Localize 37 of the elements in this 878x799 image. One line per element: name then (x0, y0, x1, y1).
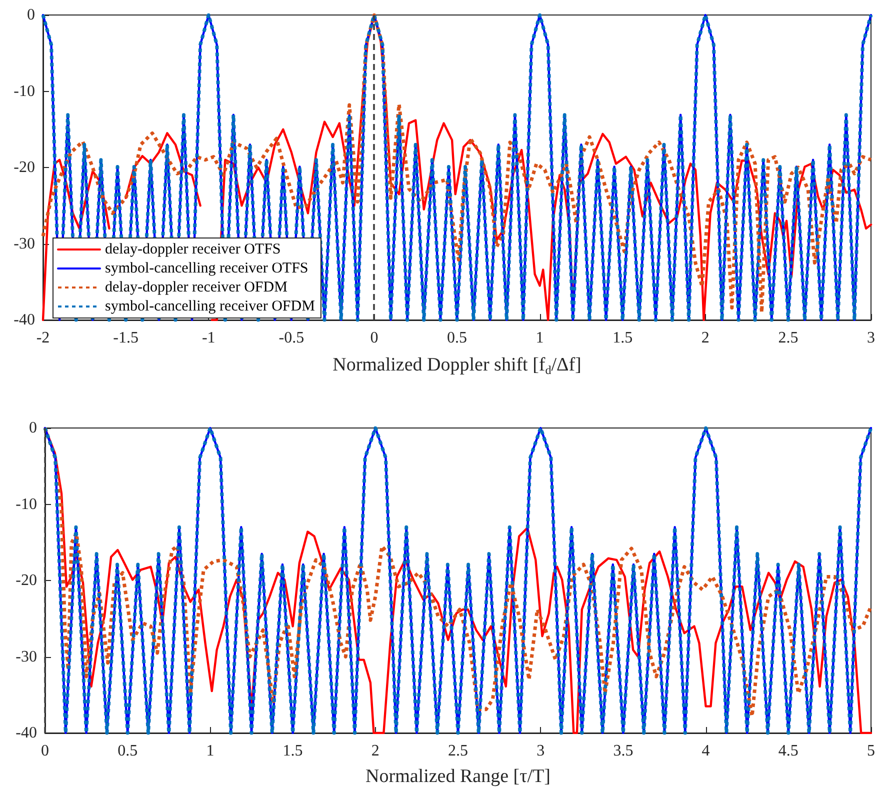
x-tick-label: 2.5 (778, 330, 798, 346)
x-tick-label: 2.5 (448, 742, 468, 760)
x-tick-label: 2 (701, 330, 710, 346)
x-tick-label: 1.5 (612, 330, 633, 346)
legend-label: delay-doppler receiver OTFS (105, 242, 281, 258)
x-tick-label: 5 (867, 742, 875, 760)
legend-label: delay-doppler receiver OFDM (105, 280, 288, 296)
x-tick-label: 0.5 (447, 330, 467, 346)
y-tick-label: -20 (16, 572, 37, 589)
x-tick-label: 1.5 (282, 742, 303, 760)
x-tick-label: 3.5 (613, 742, 634, 760)
x-tick-label: -1.5 (113, 330, 138, 346)
y-tick-label: -40 (16, 724, 37, 742)
x-tick-label: -0.5 (278, 330, 304, 346)
x-tick-label: 3 (867, 330, 875, 346)
y-tick-label: -40 (14, 312, 35, 328)
legend-label: symbol-cancelling receiver OTFS (105, 260, 308, 276)
y-tick-label: -10 (16, 496, 37, 513)
x-tick-label: 0 (41, 742, 49, 760)
y-tick-label: 0 (27, 6, 35, 24)
y-tick-label: -20 (14, 159, 35, 176)
x-tick-label: -1 (202, 330, 216, 346)
x-tick-label: 2 (371, 742, 380, 760)
x-axis-title: Normalized Range [τ/T] (366, 766, 550, 787)
y-tick-label: 0 (29, 420, 37, 436)
x-tick-label: 4.5 (778, 742, 798, 760)
y-tick-label: -10 (14, 82, 35, 100)
x-tick-label: 3 (536, 742, 545, 760)
y-tick-label: -30 (16, 648, 37, 666)
x-tick-label: 0 (370, 330, 378, 346)
x-tick-label: -2 (36, 330, 50, 346)
x-tick-label: 1 (206, 742, 214, 760)
legend-label: symbol-cancelling receiver OFDM (105, 298, 315, 314)
x-tick-label: 0.5 (118, 742, 138, 760)
y-tick-label: -30 (14, 235, 35, 252)
x-tick-label: 4 (702, 742, 710, 760)
x-tick-label: 1 (536, 330, 544, 346)
